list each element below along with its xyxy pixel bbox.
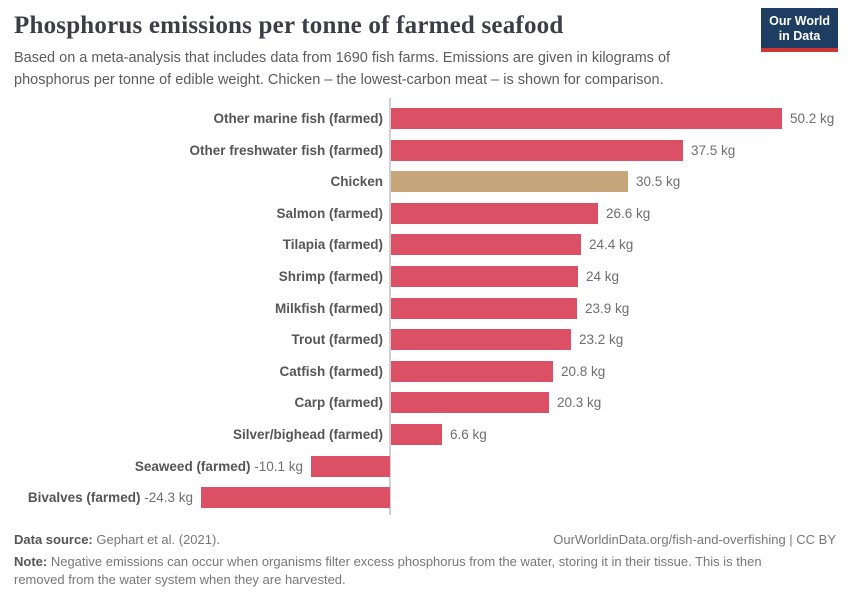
bar-other-marine-fish-farmed[interactable]: [391, 108, 782, 129]
owid-logo: Our World in Data: [761, 8, 838, 52]
zero-axis-line: [389, 98, 391, 515]
chart-row-milkfish-farmed: Milkfish (farmed) 23.9 kg: [14, 297, 836, 319]
chart-row-other-marine-fish-farmed: Other marine fish (farmed) 50.2 kg: [14, 108, 836, 129]
bar-seaweed-farmed[interactable]: [311, 455, 390, 477]
value-label: -24.3 kg: [144, 490, 193, 506]
chart-row-bivalves-farmed: Bivalves (farmed) -24.3 kg: [14, 487, 836, 509]
bar-shrimp-farmed[interactable]: [391, 266, 578, 287]
owid-link[interactable]: OurWorldinData.org/fish-and-overfishing …: [553, 532, 836, 547]
chart-row-seaweed-farmed: Seaweed (farmed) -10.1 kg: [14, 455, 836, 477]
owid-logo-line2: in Data: [778, 29, 821, 43]
bar-carp-farmed[interactable]: [391, 392, 549, 414]
category-label: Catfish (farmed): [279, 363, 383, 379]
chart-row-tilapia-farmed: Tilapia (farmed) 24.4 kg: [14, 234, 836, 256]
chart-row-carp-farmed: Carp (farmed) 20.3 kg: [14, 392, 836, 414]
category-label: Carp (farmed): [294, 395, 383, 411]
value-label: 6.6 kg: [450, 427, 487, 442]
bar-salmon-farmed[interactable]: [391, 202, 598, 224]
category-and-value-label: Bivalves (farmed) -24.3 kg: [28, 487, 193, 508]
chart-row-chicken: Chicken 30.5 kg: [14, 171, 836, 193]
bar-chart: Other marine fish (farmed) 50.2 kg Other f…: [14, 98, 836, 521]
page-title: Phosphorus emissions per tonne of farmed…: [14, 12, 564, 39]
category-label: Trout (farmed): [291, 332, 383, 348]
chart-row-salmon-farmed: Salmon (farmed) 26.6 kg: [14, 202, 836, 224]
data-source-value: Gephart et al. (2021).: [92, 532, 220, 547]
value-label: 23.2 kg: [579, 332, 624, 348]
category-label: Chicken: [330, 174, 383, 190]
value-label: -10.1 kg: [254, 458, 303, 474]
note-label: Note:: [14, 554, 48, 569]
chart-row-catfish-farmed: Catfish (farmed) 20.8 kg: [14, 360, 836, 382]
bar-silver-bighead-farmed[interactable]: [391, 424, 442, 445]
category-label: Other marine fish (farmed): [213, 111, 383, 126]
chart-row-trout-farmed: Trout (farmed) 23.2 kg: [14, 329, 836, 351]
owid-logo-line1: Our World: [769, 14, 830, 28]
data-source-label: Data source:: [14, 532, 93, 547]
bar-milkfish-farmed[interactable]: [391, 297, 577, 319]
bar-other-freshwater-fish-farmed[interactable]: [391, 139, 683, 161]
value-label: 26.6 kg: [606, 205, 651, 221]
value-label: 50.2 kg: [790, 111, 835, 126]
note-text: Negative emissions can occur when organi…: [14, 554, 762, 587]
bar-chicken[interactable]: [391, 171, 628, 193]
category-label: Bivalves (farmed): [27, 490, 141, 506]
category-label: Seaweed (farmed): [134, 458, 251, 474]
bar-trout-farmed[interactable]: [391, 329, 571, 351]
bar-bivalves-farmed[interactable]: [201, 487, 390, 509]
category-label: Salmon (farmed): [276, 205, 383, 221]
bar-tilapia-farmed[interactable]: [391, 234, 581, 256]
category-label: Shrimp (farmed): [278, 269, 383, 284]
value-label: 24 kg: [586, 269, 620, 284]
data-source: Data source: Gephart et al. (2021).: [14, 532, 220, 547]
value-label: 24.4 kg: [589, 237, 634, 253]
value-label: 37.5 kg: [691, 142, 736, 158]
chart-footer: Data source: Gephart et al. (2021). OurW…: [14, 532, 836, 547]
category-label: Other freshwater fish (farmed): [189, 142, 383, 158]
category-and-value-label: Seaweed (farmed) -10.1 kg: [135, 456, 303, 477]
chart-note: Note: Negative emissions can occur when …: [14, 553, 814, 588]
chart-row-silver-bighead-farmed: Silver/bighead (farmed) 6.6 kg: [14, 424, 836, 445]
value-label: 23.9 kg: [585, 300, 630, 316]
value-label: 20.3 kg: [557, 395, 602, 411]
category-label: Silver/bighead (farmed): [232, 427, 383, 442]
chart-subtitle: Based on a meta-analysis that includes d…: [14, 50, 671, 88]
value-label: 20.8 kg: [561, 363, 606, 379]
value-label: 30.5 kg: [636, 174, 681, 190]
chart-row-other-freshwater-fish-farmed: Other freshwater fish (farmed) 37.5 kg: [14, 139, 836, 161]
category-label: Milkfish (farmed): [274, 300, 383, 316]
category-label: Tilapia (farmed): [282, 237, 383, 253]
chart-row-shrimp-farmed: Shrimp (farmed) 24 kg: [14, 266, 836, 287]
bar-catfish-farmed[interactable]: [391, 360, 553, 382]
